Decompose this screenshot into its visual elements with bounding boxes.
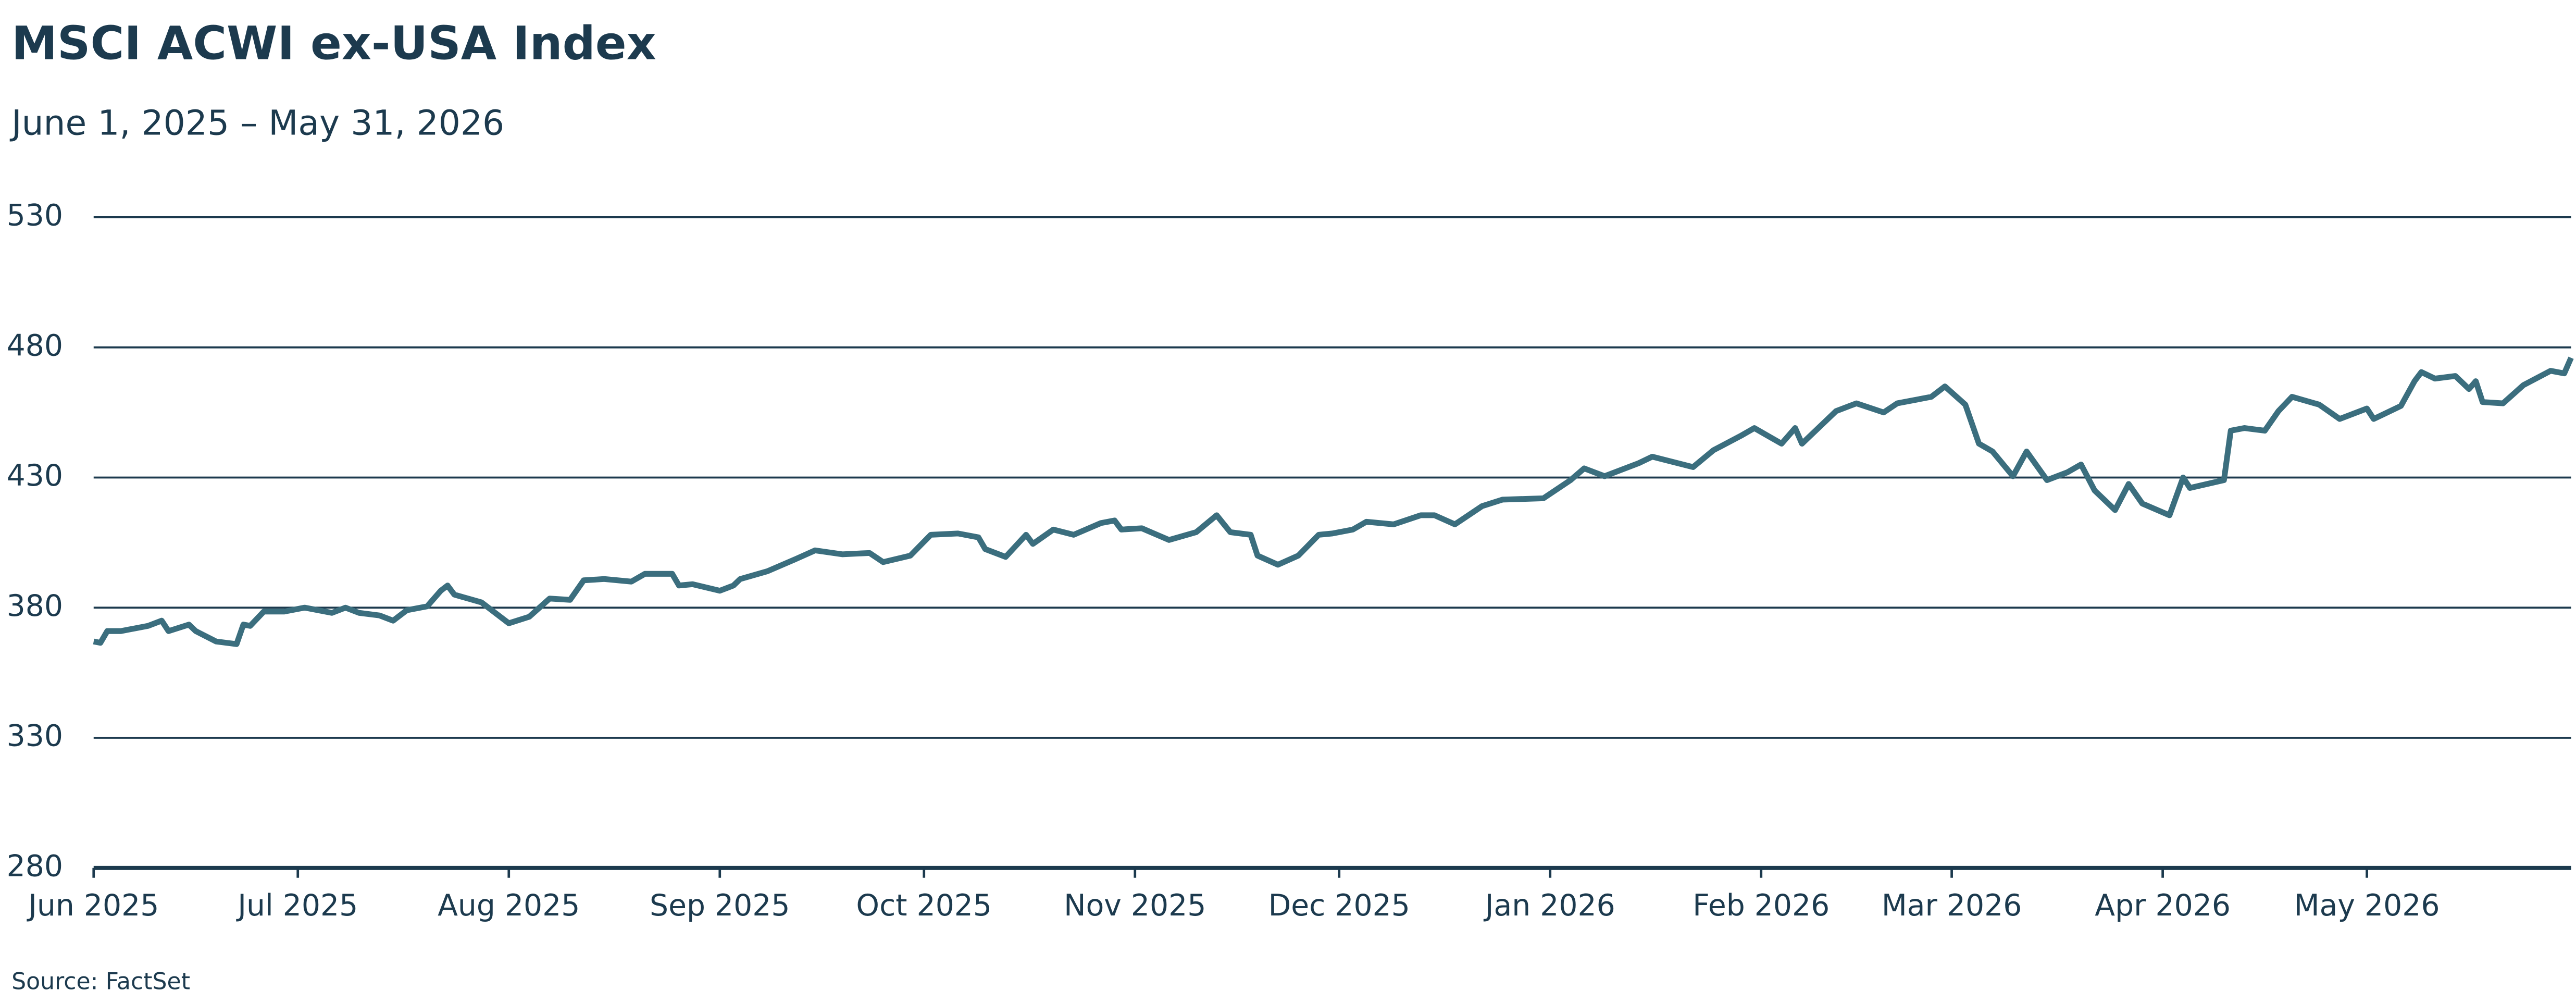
- x-tick-label: Aug 2025: [438, 888, 580, 923]
- x-tick-label: Apr 2026: [2095, 888, 2231, 923]
- x-tick-label: Sep 2025: [650, 888, 790, 923]
- chart-title: MSCI ACWI ex-USA Index: [11, 16, 656, 70]
- y-tick-label: 330: [7, 719, 63, 753]
- data-line: [93, 356, 2574, 647]
- y-tick-label: 480: [7, 328, 63, 363]
- source-note: Source: FactSet: [11, 969, 190, 995]
- chart-subtitle: June 1, 2025 – May 31, 2026: [9, 103, 504, 143]
- x-tick-label: Mar 2026: [1882, 888, 2022, 923]
- x-tick-label: May 2026: [2294, 888, 2440, 923]
- x-tick-label: Oct 2025: [856, 888, 992, 923]
- y-tick-label: 380: [7, 589, 63, 623]
- x-tick-label: Feb 2026: [1693, 888, 1830, 923]
- x-tick-label: Jul 2025: [236, 888, 358, 923]
- x-tick-label: Jan 2026: [1484, 888, 1615, 923]
- y-tick-label: 530: [7, 199, 63, 233]
- y-tick-label: 280: [7, 849, 63, 883]
- x-tick-label: Jun 2025: [27, 888, 159, 923]
- y-tick-label: 430: [7, 459, 63, 493]
- x-tick-label: Dec 2025: [1268, 888, 1410, 923]
- x-tick-label: Nov 2025: [1064, 888, 1206, 923]
